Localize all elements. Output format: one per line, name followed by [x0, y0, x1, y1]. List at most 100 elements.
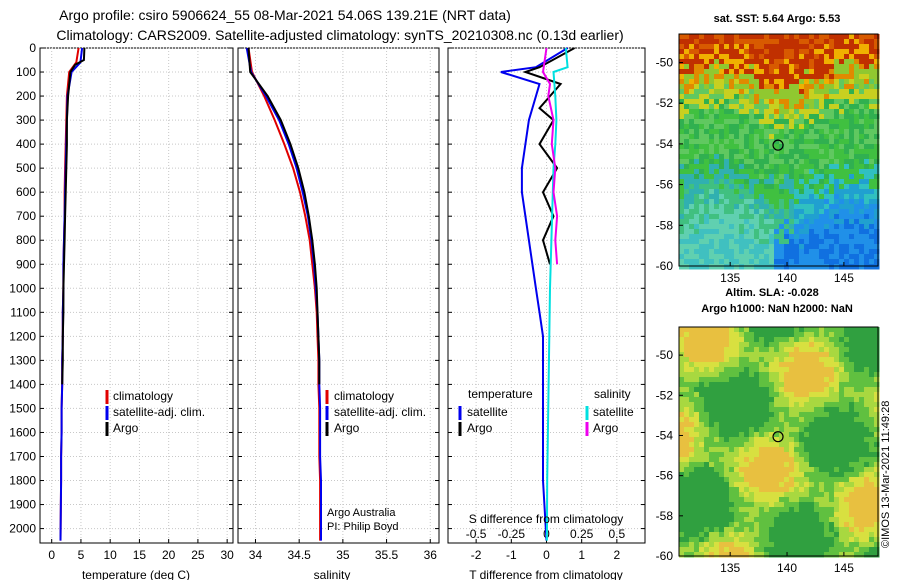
map-cell	[739, 442, 745, 448]
map-cell	[714, 412, 720, 418]
map-cell	[694, 194, 700, 200]
map-cell	[764, 94, 770, 100]
map-cell	[799, 337, 805, 343]
map-cell	[724, 149, 730, 155]
map-cell	[854, 412, 860, 418]
map-cell	[744, 502, 750, 508]
map-cell	[734, 79, 740, 85]
map-cell	[844, 159, 850, 165]
map-cell	[764, 99, 770, 105]
map-cell	[759, 407, 765, 413]
map-cell	[829, 249, 835, 255]
map-cell	[844, 407, 850, 413]
map-cell	[764, 219, 770, 225]
map-cell	[859, 129, 865, 135]
map-cell	[729, 382, 735, 388]
depth-tick-label: 500	[16, 161, 36, 175]
map-cell	[764, 229, 770, 235]
map-cell	[749, 69, 755, 75]
map-cell	[784, 214, 790, 220]
map-cell	[834, 114, 840, 120]
map-cell	[864, 332, 870, 338]
map-cell	[764, 457, 770, 463]
map-cell	[789, 34, 795, 40]
map-cell	[724, 457, 730, 463]
map-cell	[849, 482, 855, 488]
map-cell	[804, 129, 810, 135]
map-cell	[849, 204, 855, 210]
map-cell	[834, 219, 840, 225]
map-cell	[824, 417, 830, 423]
map-cell	[719, 34, 725, 40]
map-cell	[849, 84, 855, 90]
map-cell	[819, 264, 825, 270]
map-cell	[744, 134, 750, 140]
map-cell	[729, 229, 735, 235]
map-cell	[794, 487, 800, 493]
map-cell	[789, 457, 795, 463]
map-cell	[804, 219, 810, 225]
map-cell	[814, 134, 820, 140]
map-cell	[814, 327, 820, 333]
map-cell	[774, 214, 780, 220]
map-cell	[704, 259, 710, 265]
map-cell	[859, 487, 865, 493]
map-cell	[819, 412, 825, 418]
map-cell	[759, 69, 765, 75]
map-cell	[714, 189, 720, 195]
map-cell	[869, 497, 875, 503]
map-cell	[679, 124, 685, 130]
map-cell	[834, 119, 840, 125]
map-cell	[844, 437, 850, 443]
map-cell	[844, 169, 850, 175]
map-cell	[764, 164, 770, 170]
map-cell	[744, 214, 750, 220]
map-cell	[814, 432, 820, 438]
map-cell	[764, 337, 770, 343]
map-cell	[759, 412, 765, 418]
map-cell	[714, 522, 720, 528]
map-cell	[694, 407, 700, 413]
map-cell	[744, 417, 750, 423]
map-cell	[689, 259, 695, 265]
map-cell	[824, 74, 830, 80]
map-cell	[709, 239, 715, 245]
map-cell	[864, 447, 870, 453]
map-cell	[814, 159, 820, 165]
map-cell	[774, 124, 780, 130]
map-cell	[719, 527, 725, 533]
map-cell	[729, 139, 735, 145]
map-cell	[699, 249, 705, 255]
map-cell	[754, 194, 760, 200]
map-cell	[844, 412, 850, 418]
map-cell	[709, 512, 715, 518]
map-cell	[854, 144, 860, 150]
map-cell	[804, 357, 810, 363]
map-cell	[694, 149, 700, 155]
map-cell	[809, 522, 815, 528]
map-cell	[754, 527, 760, 533]
map-cell	[784, 264, 790, 270]
map-cell	[699, 412, 705, 418]
map-cell	[829, 84, 835, 90]
map-cell	[874, 502, 880, 508]
map-cell	[784, 537, 790, 543]
map-cell	[814, 264, 820, 270]
map-cell	[829, 452, 835, 458]
map-cell	[684, 209, 690, 215]
map-cell	[684, 234, 690, 240]
map-cell	[734, 447, 740, 453]
map-cell	[684, 64, 690, 70]
profile-panels: 0 5 10 15 20 25 30 34 34.5 35 35.5 36 -2 -1 0 1 2-0.5 -0.…	[40, 47, 645, 562]
map-cell	[874, 482, 880, 488]
map-cell	[874, 487, 880, 493]
map-cell	[769, 44, 775, 50]
map-cell	[679, 392, 685, 398]
map-cell	[809, 194, 815, 200]
map-cell	[834, 427, 840, 433]
map-cell	[814, 552, 820, 558]
map-cell	[804, 44, 810, 50]
map-cell	[699, 382, 705, 388]
map-cell	[829, 254, 835, 260]
map-cell	[689, 74, 695, 80]
